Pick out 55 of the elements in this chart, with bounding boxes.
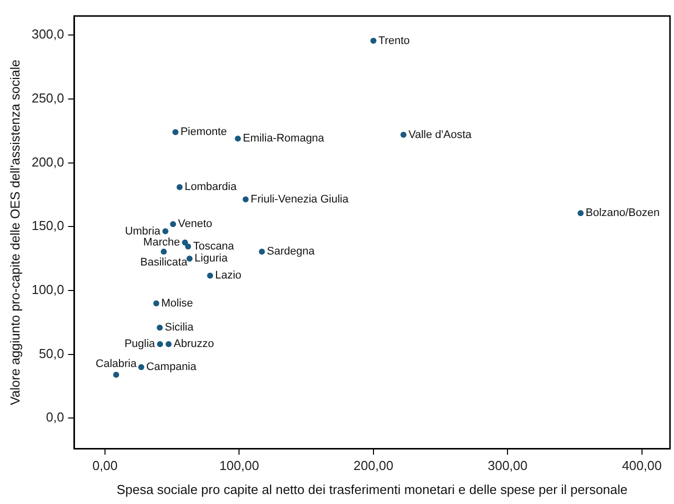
point: [160, 248, 167, 255]
y-tick-label: 0,0: [46, 410, 64, 425]
x-axis-title: Spesa sociale pro capite al netto dei trasferimenti monetari e delle spese per il personale: [116, 482, 628, 497]
point: [176, 184, 183, 190]
point: [242, 196, 249, 202]
annotation: Toscana: [193, 240, 235, 252]
point: [182, 239, 188, 246]
point: [138, 364, 144, 370]
point: [166, 341, 172, 348]
y-axis-title: Valore aggiunto pro-capite delle OES dell'assistenza sociale: [7, 60, 22, 406]
x-tick-label: 0,00: [92, 458, 118, 474]
annotation: Friuli-Venezia Giulia: [250, 193, 350, 206]
annotation: Marche: [143, 236, 180, 249]
annotation: Bolzano/Bozen: [586, 207, 660, 220]
point: [157, 341, 164, 348]
point: [578, 210, 584, 216]
point: [370, 38, 376, 44]
annotation: Valle d'Aosta: [408, 128, 472, 141]
annotation: Trento: [378, 34, 410, 47]
point: [113, 372, 120, 378]
annotation: Lazio: [215, 270, 242, 282]
x-tick-label: 400,00: [622, 458, 662, 474]
point: [234, 136, 241, 142]
annotation: Molise: [161, 297, 194, 310]
y-tick-label: 100,0: [32, 282, 64, 298]
annotation: Piemonte: [180, 126, 227, 138]
y-tick-label: 150,0: [32, 218, 64, 234]
annotation: Sicilia: [164, 322, 194, 334]
annotation: Calabria: [96, 358, 138, 370]
x-tick-label: 300,00: [488, 458, 528, 474]
y-tick-label: 200,0: [32, 154, 64, 170]
annotation: Umbria: [124, 225, 162, 238]
y-tick-label: 250,0: [32, 90, 64, 106]
point: [400, 132, 406, 138]
annotation: Veneto: [178, 218, 212, 230]
point: [185, 243, 192, 250]
annotation: Liguria: [194, 252, 228, 265]
x-tick-label: 100,00: [219, 458, 260, 474]
annotation: Lombardia: [184, 181, 238, 194]
x-tick-label: 200,00: [354, 458, 394, 474]
point: [207, 272, 214, 279]
y-tick-label: 300,0: [32, 26, 64, 42]
annotation: Puglia: [124, 338, 156, 350]
point: [156, 324, 163, 331]
point: [172, 129, 178, 136]
point: [258, 248, 265, 255]
point: [153, 300, 160, 306]
annotation: Campania: [146, 361, 198, 374]
y-tick-label: 50,0: [38, 346, 64, 361]
annotation: Sardegna: [266, 246, 316, 258]
annotation: Emilia-Romagna: [242, 132, 326, 145]
annotation: Abruzzo: [174, 338, 214, 350]
point: [170, 221, 176, 228]
annotation: Basilicata: [140, 256, 188, 269]
point: [162, 228, 168, 234]
